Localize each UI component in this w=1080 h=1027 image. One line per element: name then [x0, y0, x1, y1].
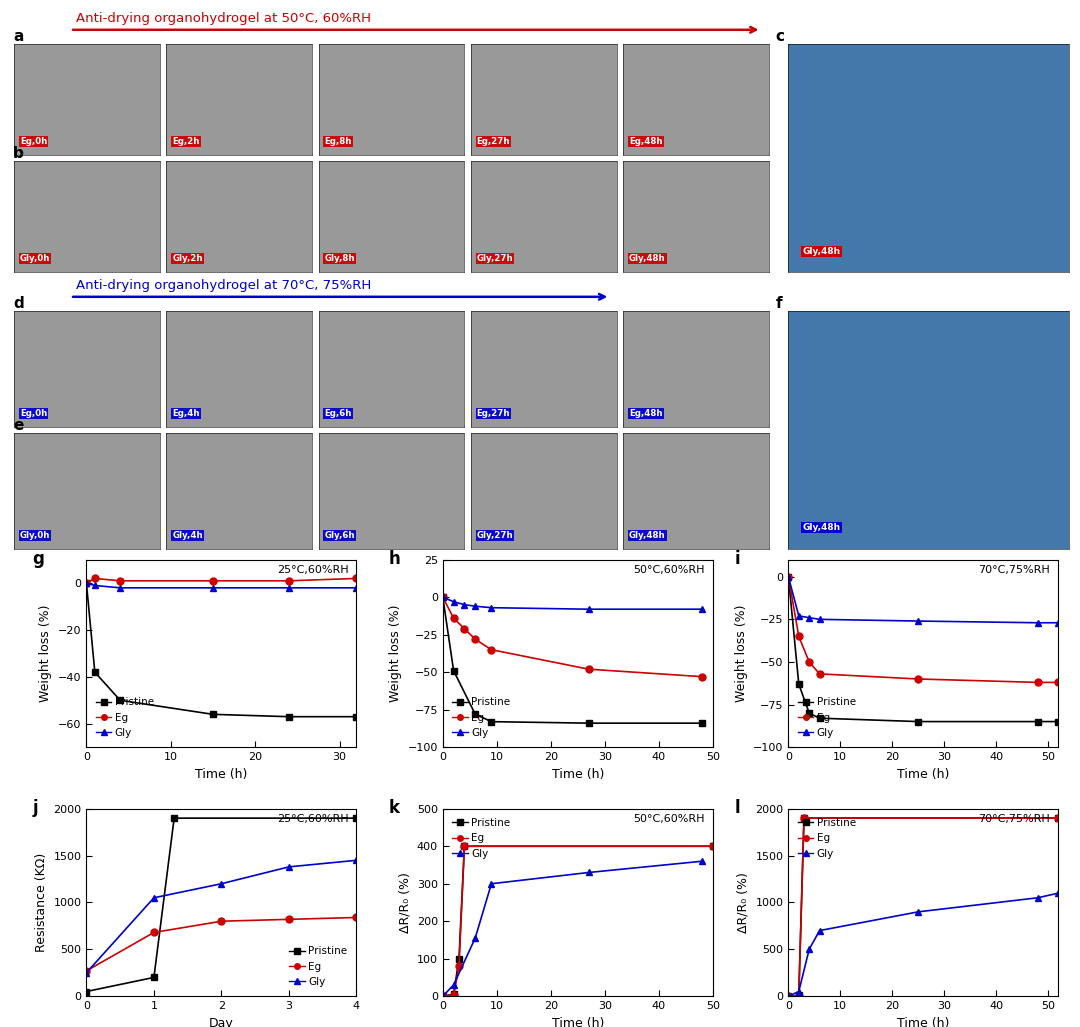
Y-axis label: Weight loss (%): Weight loss (%)	[389, 605, 402, 702]
Text: Gly,48h: Gly,48h	[629, 531, 665, 540]
Text: Eg,0h: Eg,0h	[19, 409, 48, 418]
Text: d: d	[13, 296, 24, 311]
Legend: Pristine, Eg, Gly: Pristine, Eg, Gly	[92, 693, 158, 741]
Text: Gly,48h: Gly,48h	[802, 524, 840, 532]
Y-axis label: ΔR/R₀ (%): ΔR/R₀ (%)	[737, 872, 750, 933]
Text: 70°C,75%RH: 70°C,75%RH	[978, 565, 1051, 575]
Text: 25°C,60%RH: 25°C,60%RH	[276, 814, 348, 825]
Text: Gly,8h: Gly,8h	[324, 254, 355, 263]
Text: h: h	[389, 550, 401, 568]
Text: Gly,48h: Gly,48h	[802, 246, 840, 256]
Text: Eg,4h: Eg,4h	[172, 409, 200, 418]
Text: Eg,8h: Eg,8h	[324, 137, 352, 146]
Text: 50°C,60%RH: 50°C,60%RH	[633, 814, 704, 825]
Legend: Pristine, Eg, Gly: Pristine, Eg, Gly	[794, 693, 860, 741]
Text: j: j	[32, 799, 38, 817]
Text: 70°C,75%RH: 70°C,75%RH	[978, 814, 1051, 825]
Text: Anti-drying organohydrogel at 50°C, 60%RH: Anti-drying organohydrogel at 50°C, 60%R…	[76, 12, 370, 26]
Text: Eg,48h: Eg,48h	[629, 137, 662, 146]
Text: a: a	[13, 29, 24, 44]
Text: 50°C,60%RH: 50°C,60%RH	[633, 565, 704, 575]
Text: Gly,0h: Gly,0h	[19, 531, 51, 540]
Text: Gly,4h: Gly,4h	[172, 531, 203, 540]
Text: Gly,48h: Gly,48h	[629, 254, 665, 263]
Text: Eg,2h: Eg,2h	[172, 137, 200, 146]
Text: c: c	[775, 29, 784, 44]
Text: Gly,2h: Gly,2h	[172, 254, 203, 263]
Y-axis label: ΔR/R₀ (%): ΔR/R₀ (%)	[399, 872, 411, 933]
Text: Eg,48h: Eg,48h	[629, 409, 662, 418]
X-axis label: Time (h): Time (h)	[552, 767, 604, 781]
Text: e: e	[13, 418, 24, 433]
Text: i: i	[734, 550, 740, 568]
X-axis label: Time (h): Time (h)	[552, 1017, 604, 1027]
X-axis label: Time (h): Time (h)	[897, 1017, 949, 1027]
Text: g: g	[32, 550, 44, 568]
Text: Eg,27h: Eg,27h	[476, 137, 510, 146]
Text: Gly,27h: Gly,27h	[476, 531, 513, 540]
Y-axis label: Weight loss (%): Weight loss (%)	[734, 605, 747, 702]
Text: 25°C,60%RH: 25°C,60%RH	[276, 565, 348, 575]
Y-axis label: Resistance (KΩ): Resistance (KΩ)	[35, 852, 48, 952]
Text: Eg,0h: Eg,0h	[19, 137, 48, 146]
Legend: Pristine, Eg, Gly: Pristine, Eg, Gly	[285, 942, 351, 991]
Text: Gly,27h: Gly,27h	[476, 254, 513, 263]
Legend: Pristine, Eg, Gly: Pristine, Eg, Gly	[448, 814, 514, 863]
Legend: Pristine, Eg, Gly: Pristine, Eg, Gly	[448, 693, 514, 741]
X-axis label: Time (h): Time (h)	[897, 767, 949, 781]
Text: l: l	[734, 799, 740, 817]
Text: Eg,27h: Eg,27h	[476, 409, 510, 418]
Text: Eg,6h: Eg,6h	[324, 409, 352, 418]
X-axis label: Day: Day	[210, 1017, 233, 1027]
Text: Gly,6h: Gly,6h	[324, 531, 355, 540]
X-axis label: Time (h): Time (h)	[195, 767, 247, 781]
Y-axis label: Weight loss (%): Weight loss (%)	[40, 605, 53, 702]
Text: Anti-drying organohydrogel at 70°C, 75%RH: Anti-drying organohydrogel at 70°C, 75%R…	[76, 279, 370, 293]
Text: f: f	[775, 296, 782, 311]
Legend: Pristine, Eg, Gly: Pristine, Eg, Gly	[794, 814, 860, 863]
Text: k: k	[389, 799, 400, 817]
Text: Gly,0h: Gly,0h	[19, 254, 51, 263]
Text: b: b	[13, 146, 24, 161]
